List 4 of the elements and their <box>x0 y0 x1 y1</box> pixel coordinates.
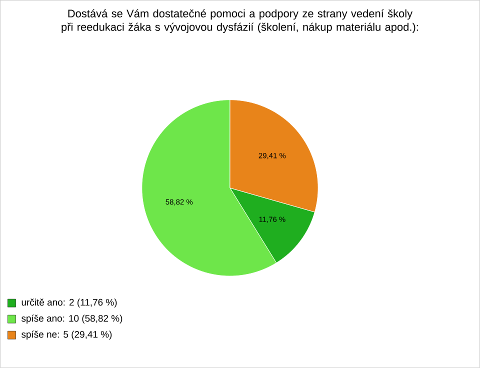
legend-label: určitě ano: 2 (11,76 %) <box>22 298 117 308</box>
legend-label: spíše ne: 5 (29,41 %) <box>22 330 112 340</box>
legend-label: spíše ano: 10 (58,82 %) <box>22 314 122 324</box>
chart-title: Dostává se Vám dostatečné pomoci a podpory ze strany vedení školy při reedukaci žáka s vývojovou dysfázií (školení, nákup materiálu apod.): <box>62 9 418 34</box>
